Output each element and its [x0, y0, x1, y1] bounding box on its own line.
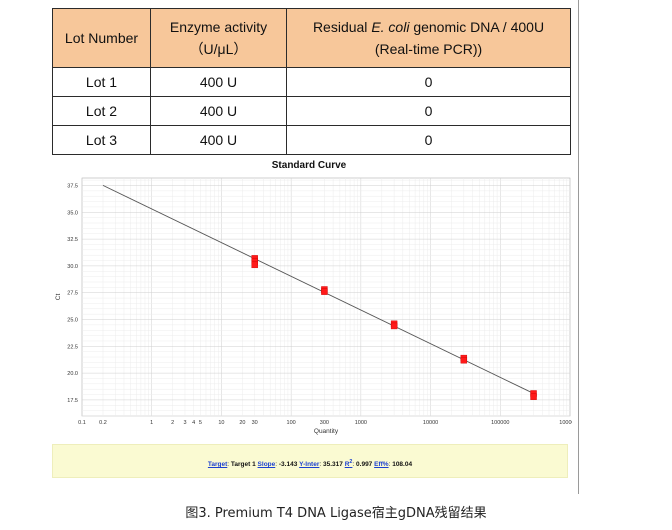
target-value: Target 1 [230, 461, 256, 469]
plot-area [81, 177, 571, 417]
header-enzyme-activity: Enzyme activity （U/μL） [150, 8, 287, 68]
cell-lot: Lot 2 [52, 96, 151, 126]
grid-lines [81, 178, 570, 417]
x-tick-label: 30 [252, 420, 258, 426]
slope-link[interactable]: Slope [257, 461, 276, 469]
table-header-row: Lot Number Enzyme activity （U/μL） Residu… [52, 8, 571, 68]
header-residual-ecoli: E. coli [371, 19, 410, 35]
x-tick-label: 3 [183, 420, 186, 426]
cell-lot: Lot 3 [52, 125, 151, 155]
data-points [251, 255, 537, 400]
y-axis-label: Ct [55, 294, 62, 301]
table-row: Lot 2 400 U 0 [52, 96, 571, 126]
yinter-link[interactable]: Y-Inter [299, 461, 320, 469]
header-residual-dna: Residual E. coli genomic DNA / 400U (Rea… [286, 8, 571, 68]
header-residual-line1-post: genomic DNA / 400U [409, 19, 545, 35]
y-tick-label: 25.0 [67, 318, 78, 324]
y-tick-label: 32.5 [67, 237, 78, 243]
cell-lot: Lot 1 [52, 67, 151, 97]
x-tick-label: 1000000 [559, 420, 572, 426]
x-tick-label: 100000 [491, 420, 509, 426]
data-point [321, 288, 328, 295]
y-tick-label: 20.0 [67, 371, 78, 377]
r2-value: 0.997 [356, 461, 373, 469]
x-tick-label: 5 [199, 420, 202, 426]
r2-link[interactable]: R2 [344, 459, 353, 469]
eff-link[interactable]: Eff% [374, 461, 389, 469]
header-lot-number: Lot Number [52, 8, 151, 68]
data-point [251, 261, 258, 269]
table-row: Lot 1 400 U 0 [52, 67, 571, 97]
cell-residual: 0 [286, 125, 571, 155]
yinter-value: 35.317 [322, 461, 343, 469]
slope-value: -3.143 [278, 461, 298, 469]
axis-tick-labels: 37.5 35.0 32.5 30.0 27.5 25.0 22.5 20.0 17.5 0.1 0… [67, 184, 572, 426]
x-tick-label: 10000 [423, 420, 438, 426]
y-tick-label: 17.5 [67, 398, 78, 404]
x-tick-label: 2 [171, 420, 174, 426]
cell-activity: 400 U [150, 96, 287, 126]
table-row: Lot 3 400 U 0 [52, 125, 571, 155]
lot-results-table: Lot Number Enzyme activity （U/μL） Residu… [52, 8, 571, 155]
cell-activity: 400 U [150, 125, 287, 155]
cell-residual: 0 [286, 67, 571, 97]
target-link[interactable]: Target [207, 461, 228, 469]
y-tick-label: 22.5 [67, 344, 78, 350]
x-axis-label: Quantity [314, 428, 339, 435]
x-tick-label: 300 [320, 420, 329, 426]
header-enzyme-activity-line1: Enzyme activity [169, 19, 268, 35]
header-lot-number-text: Lot Number [64, 30, 139, 46]
y-tick-label: 37.5 [67, 184, 78, 190]
curve-stats-box: Target: Target 1 Slope: -3.143 Y-Inter: … [52, 444, 568, 478]
data-point [460, 357, 468, 364]
figure-caption: 图3. Premium T4 DNA Ligase宿主gDNA残留结果 [185, 506, 487, 521]
x-tick-label: 0.1 [78, 420, 86, 426]
chart-title: Standard Curve [272, 160, 347, 171]
x-tick-label: 100 [287, 420, 296, 426]
x-tick-label: 10 [218, 420, 224, 426]
data-point [530, 393, 537, 400]
r2-label: R [344, 461, 350, 469]
y-tick-label: 30.0 [67, 264, 78, 270]
y-tick-label: 27.5 [67, 291, 78, 297]
data-point [390, 322, 398, 330]
header-enzyme-activity-unit: （U/μL） [189, 41, 248, 57]
x-tick-label: 1000 [355, 420, 367, 426]
cell-activity: 400 U [150, 67, 287, 97]
header-residual-method: (Real-time PCR)) [374, 41, 483, 57]
cell-residual: 0 [286, 96, 571, 126]
page-divider [578, 0, 579, 494]
x-tick-label: 0.2 [99, 420, 107, 426]
eff-value: 108.04 [392, 461, 413, 469]
r2-sup: 2 [349, 459, 353, 465]
x-tick-label: 4 [192, 420, 195, 426]
standard-curve-chart: Standard Curve 37.5 35.0 32.5 30.0 27.5 25.0 2… [55, 160, 572, 435]
y-tick-label: 35.0 [67, 210, 78, 216]
x-tick-label: 20 [239, 420, 245, 426]
header-residual-line1-pre: Residual [312, 19, 372, 35]
x-tick-label: 1 [150, 420, 153, 426]
